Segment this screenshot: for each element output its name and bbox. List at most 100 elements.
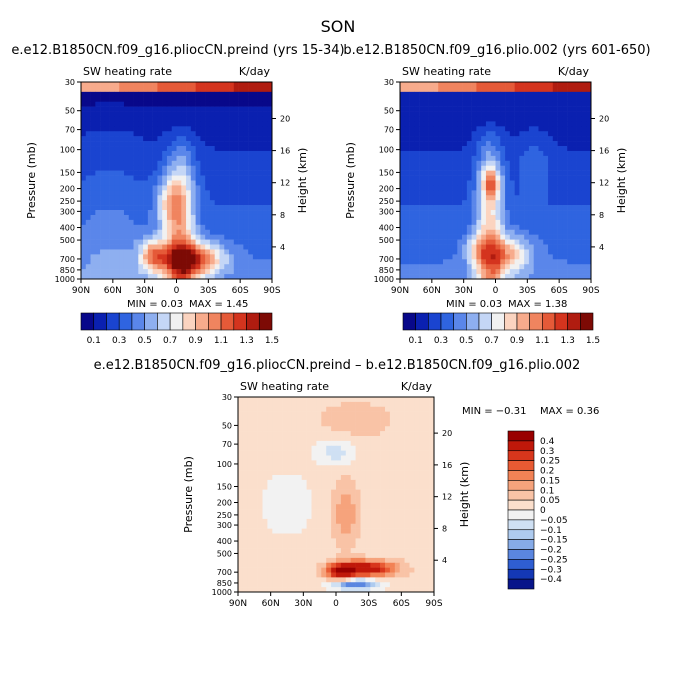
- y-tick-label: 100: [217, 460, 232, 469]
- heatmap-cell: [533, 214, 539, 221]
- heatmap-cell: [331, 455, 337, 461]
- heatmap-cell: [224, 155, 230, 162]
- heatmap-cell: [438, 160, 444, 167]
- heatmap-cell: [394, 582, 400, 588]
- heatmap-cell: [157, 254, 163, 260]
- heatmap-cell: [123, 200, 130, 206]
- heatmap-cell: [414, 229, 420, 235]
- heatmap-cell: [143, 264, 149, 270]
- heatmap-cell: [316, 562, 322, 568]
- heatmap-cell: [138, 244, 144, 250]
- heatmap-cell: [414, 475, 420, 481]
- heatmap-cell: [355, 567, 361, 573]
- heatmap-cell: [267, 210, 273, 216]
- heatmap-cell: [375, 528, 381, 534]
- heatmap-cell: [176, 82, 182, 88]
- colorbar-label: 1.3: [561, 336, 575, 346]
- heatmap-cell: [326, 528, 332, 534]
- heatmap-cell: [238, 504, 244, 510]
- heatmap-cell: [586, 214, 592, 221]
- heatmap-cell: [272, 479, 278, 486]
- heatmap-cell: [509, 126, 515, 132]
- heatmap-cell: [209, 229, 216, 235]
- heatmap-cell: [399, 557, 405, 564]
- heatmap-cell: [176, 239, 182, 245]
- heatmap-cell: [438, 234, 444, 240]
- heatmap-cell: [109, 175, 115, 181]
- heatmap-cell: [557, 214, 563, 221]
- heatmap-cell: [419, 543, 425, 549]
- heatmap-cell: [419, 436, 425, 442]
- heatmap-cell: [90, 244, 96, 250]
- heatmap-cell: [543, 224, 549, 231]
- heatmap-cell: [128, 146, 134, 152]
- heatmap-cell: [133, 254, 139, 260]
- heatmap-cell: [419, 91, 425, 98]
- heatmap-cell: [581, 96, 587, 102]
- heatmap-cell: [394, 509, 400, 515]
- heatmap-cell: [272, 567, 278, 573]
- heatmap-cell: [538, 205, 544, 211]
- heatmap-cell: [311, 411, 317, 417]
- heatmap-cell: [85, 254, 91, 260]
- heatmap-cell: [340, 494, 347, 500]
- heatmap-cell: [340, 470, 347, 476]
- heatmap-cell: [267, 82, 273, 88]
- heatmap-cell: [326, 572, 332, 578]
- heatmap-cell: [296, 509, 302, 515]
- heatmap-cell: [331, 582, 337, 588]
- heatmap-cell: [533, 269, 539, 275]
- heatmap-cell: [85, 264, 91, 270]
- heatmap-cell: [209, 131, 216, 137]
- heatmap-cell: [95, 160, 101, 167]
- heatmap-cell: [90, 205, 96, 211]
- heatmap-cell: [457, 155, 463, 162]
- heatmap-cell: [500, 116, 506, 122]
- heatmap-cell: [576, 91, 582, 98]
- heatmap-cell: [481, 146, 487, 152]
- x-tick-label: 30N: [136, 286, 154, 296]
- heatmap-cell: [166, 126, 173, 132]
- heatmap-cell: [336, 533, 342, 539]
- heatmap-cell: [157, 244, 163, 250]
- heatmap-cell: [442, 131, 449, 137]
- heatmap-cell: [471, 180, 477, 186]
- heatmap-cell: [257, 101, 263, 107]
- heatmap-cell: [81, 131, 87, 137]
- heatmap-cell: [400, 141, 406, 147]
- heatmap-cell: [252, 397, 258, 403]
- heatmap-cell: [345, 504, 351, 510]
- heatmap-cell: [205, 274, 211, 280]
- heatmap-cell: [442, 200, 449, 206]
- heatmap-cell: [123, 96, 130, 102]
- heatmap-cell: [190, 101, 196, 107]
- heatmap-cell: [495, 136, 501, 142]
- heatmap-cell: [186, 111, 192, 117]
- heatmap-cell: [576, 244, 582, 250]
- heatmap-cell: [471, 234, 477, 240]
- heatmap-cell: [442, 136, 449, 142]
- heatmap-cell: [128, 111, 134, 117]
- heatmap-cell: [447, 269, 453, 275]
- heatmap-cell: [291, 440, 298, 447]
- heatmap-cell: [229, 96, 235, 102]
- heatmap-cell: [380, 518, 386, 525]
- heatmap-cell: [257, 401, 263, 408]
- heatmap-cell: [457, 180, 463, 186]
- heatmap-cell: [389, 494, 396, 500]
- heatmap-cell: [171, 224, 177, 231]
- heatmap-cell: [505, 96, 511, 102]
- heatmap-cell: [409, 528, 415, 534]
- heatmap-cell: [109, 214, 115, 221]
- heatmap-cell: [538, 146, 544, 152]
- heatmap-cell: [238, 543, 244, 549]
- left-string: SW heating rate: [240, 380, 329, 393]
- heatmap-cell: [538, 91, 544, 98]
- heatmap-cell: [252, 445, 258, 451]
- heatmap-cell: [90, 136, 96, 142]
- heatmap-cell: [104, 195, 110, 201]
- heatmap-cell: [104, 259, 110, 265]
- heatmap-cell: [423, 264, 429, 270]
- heatmap-cell: [409, 562, 415, 568]
- heatmap-cell: [85, 200, 91, 206]
